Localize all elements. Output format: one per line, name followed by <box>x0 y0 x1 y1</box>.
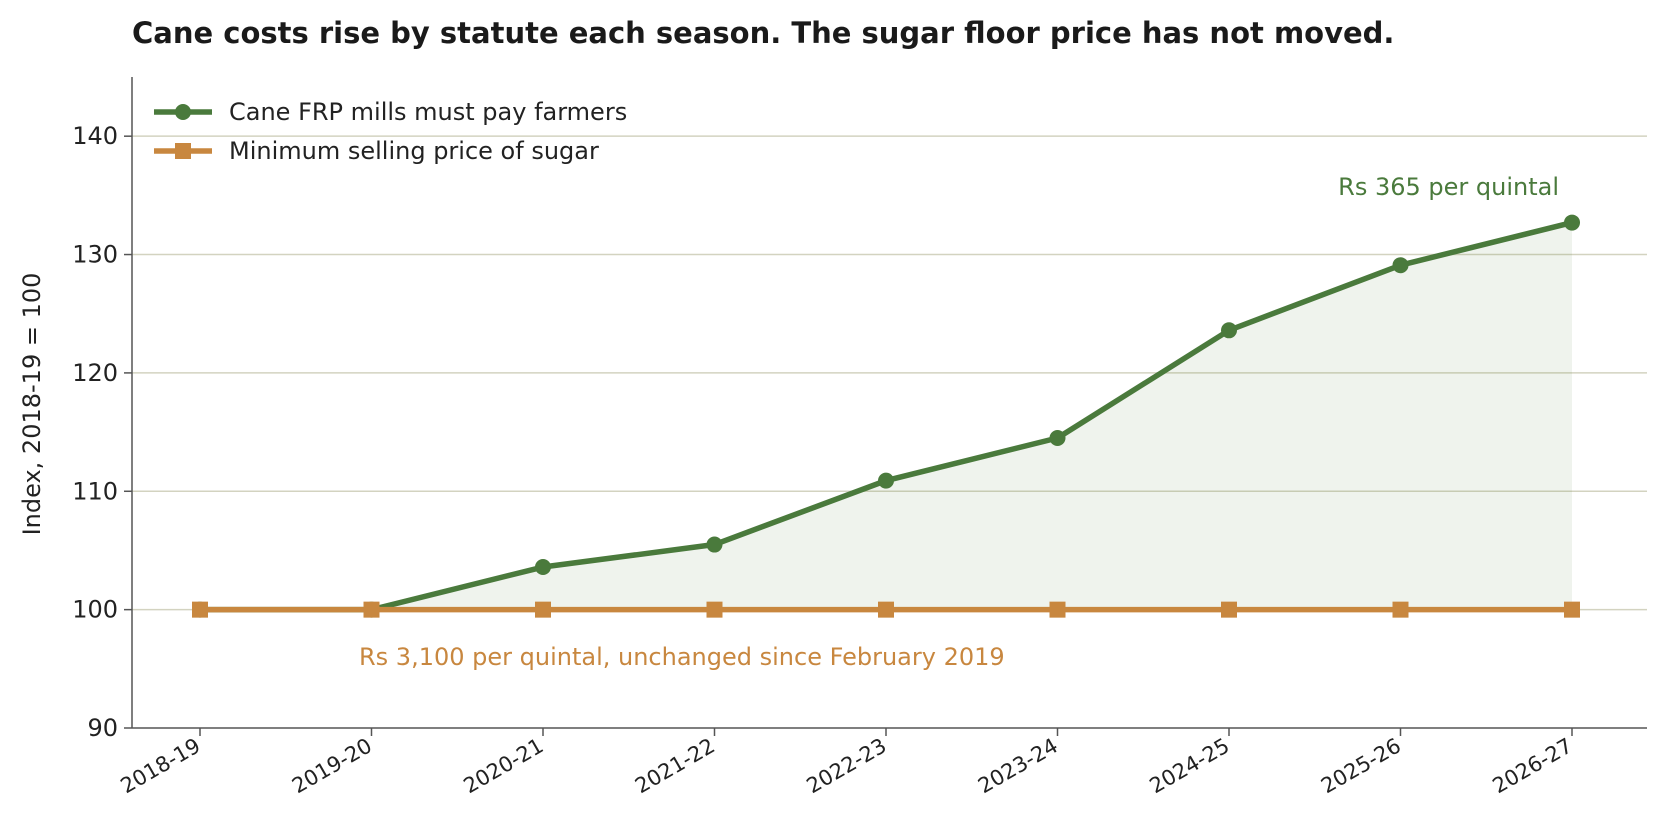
x-tick-label: 2025-26 <box>1317 734 1405 799</box>
y-tick-label: 90 <box>87 714 118 742</box>
area-fill <box>200 222 1572 610</box>
x-tick-label: 2022-23 <box>803 734 891 799</box>
annotation-msp: Rs 3,100 per quintal, unchanged since Fe… <box>359 643 1005 671</box>
annotations: Rs 365 per quintal Rs 3,100 per quintal, … <box>359 173 1559 671</box>
data-point <box>706 601 723 618</box>
data-point <box>192 601 208 618</box>
data-point <box>706 536 723 553</box>
x-tick-label: 2018-19 <box>117 734 205 799</box>
x-tick-label: 2023-24 <box>974 734 1062 799</box>
data-point <box>878 601 894 618</box>
data-point <box>363 601 380 618</box>
x-tick-label: 2026-27 <box>1489 734 1577 799</box>
legend-label: Cane FRP mills must pay farmers <box>229 98 627 126</box>
x-tick-label: 2021-22 <box>631 734 719 799</box>
data-point <box>535 559 551 576</box>
x-tick-label: 2020-21 <box>460 734 548 799</box>
legend-label: Minimum selling price of sugar <box>229 137 599 165</box>
y-tick-label: 100 <box>72 596 118 624</box>
data-point <box>1221 322 1237 339</box>
x-tick-label: 2019-20 <box>288 734 376 799</box>
y-tick-label: 130 <box>72 241 118 269</box>
legend: Cane FRP mills must pay farmers Minimum s… <box>154 98 627 165</box>
data-point <box>1221 601 1237 618</box>
series <box>192 214 1580 618</box>
y-tick-label: 140 <box>72 122 118 150</box>
data-point <box>1392 257 1409 274</box>
data-point <box>1564 601 1580 618</box>
gap-shading <box>200 222 1572 610</box>
y-tick-label: 110 <box>72 477 118 505</box>
data-point <box>535 601 551 618</box>
data-point <box>878 472 894 489</box>
data-point <box>1392 601 1409 618</box>
y-tick-label: 120 <box>72 359 118 387</box>
annotation-frp: Rs 365 per quintal <box>1338 173 1559 201</box>
legend-swatch-marker <box>175 143 191 159</box>
x-tick-label: 2024-25 <box>1146 734 1234 799</box>
series-1 <box>192 601 1580 618</box>
legend-swatch-marker <box>175 104 191 120</box>
y-axis-label: Index, 2018-19 = 100 <box>18 273 46 536</box>
data-point <box>1049 430 1066 447</box>
data-point <box>1564 214 1580 231</box>
chart-title: Cane costs rise by statute each season. … <box>132 16 1394 50</box>
data-point <box>1049 601 1066 618</box>
